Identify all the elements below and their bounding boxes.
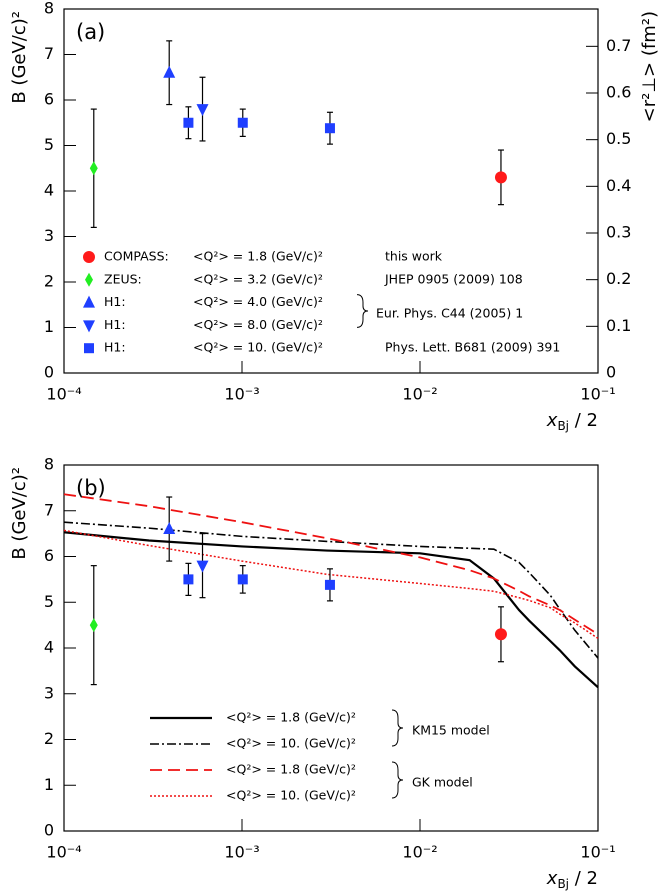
- y-tick-label: 8: [44, 0, 54, 18]
- y-tick-label: 2: [44, 729, 54, 748]
- legend-label: H1:: [104, 340, 126, 355]
- y2-tick-label: 0.6: [606, 83, 631, 102]
- y-tick-label: 1: [44, 775, 54, 794]
- x-axis-label-sub: Bj: [557, 419, 569, 433]
- x-axis-label-suffix: / 2: [569, 410, 598, 431]
- legend-label: COMPASS:: [104, 249, 169, 264]
- legend-label: <Q²> = 10. (GeV/c)²: [226, 736, 356, 751]
- marker: [324, 579, 335, 590]
- y-tick-label: 4: [44, 181, 54, 200]
- marker: [324, 123, 335, 134]
- model-curve: [63, 531, 599, 689]
- legend-marker: [83, 251, 95, 263]
- y-tick-label: 3: [44, 683, 54, 702]
- legend-marker: [83, 295, 95, 308]
- marker: [237, 574, 248, 585]
- marker: [494, 171, 507, 184]
- legend-q2: <Q²> = 4.0 (GeV/c)²: [193, 294, 323, 309]
- legend-note: Eur. Phys. C44 (2005) 1: [376, 306, 523, 321]
- panel-label: (b): [76, 476, 106, 500]
- legend-brace: [391, 761, 404, 799]
- legend-marker: [83, 320, 95, 333]
- legend-q2: <Q²> = 10. (GeV/c)²: [193, 340, 323, 355]
- marker: [183, 117, 194, 128]
- marker: [89, 618, 98, 633]
- legend-brace: [391, 709, 404, 747]
- y2-tick-label: 0.2: [606, 269, 631, 288]
- marker: [494, 628, 507, 641]
- legend-label: <Q²> = 1.8 (GeV/c)²: [226, 762, 356, 777]
- y2-tick-label: 0.5: [606, 129, 631, 148]
- model-curve: [63, 493, 599, 636]
- panel-label: (a): [76, 20, 105, 44]
- marker: [196, 104, 209, 117]
- y-tick-label: 7: [44, 44, 54, 63]
- y-tick-label: 2: [44, 272, 54, 291]
- y2-tick-label: 0.1: [606, 316, 631, 335]
- y-tick-label: 4: [44, 638, 54, 657]
- y-tick-label: 0: [44, 821, 54, 840]
- y2-axis-label: <r²⊥> (fm²): [639, 11, 660, 122]
- legend-q2: <Q²> = 3.2 (GeV/c)²: [193, 271, 323, 286]
- x-axis-label-main: x: [546, 410, 558, 431]
- x-tick-label: 10⁻¹: [580, 385, 615, 404]
- x-axis-label: xBj / 2: [546, 868, 598, 891]
- y-tick-label: 6: [44, 90, 54, 109]
- legend-marker: [85, 272, 93, 287]
- y-tick-label: 8: [44, 455, 54, 474]
- legend-label: H1:: [104, 317, 126, 332]
- x-tick-label: 10⁻³: [224, 385, 259, 404]
- x-tick-label: 10⁻²: [402, 385, 437, 404]
- x-tick-label: 10⁻⁴: [46, 385, 81, 404]
- y-tick-label: 5: [44, 592, 54, 611]
- legend-label: <Q²> = 1.8 (GeV/c)²: [226, 710, 356, 725]
- marker: [237, 117, 248, 128]
- legend-group-label: GK model: [412, 775, 473, 790]
- legend-note: Phys. Lett. B681 (2009) 391: [385, 340, 560, 355]
- legend-group-label: KM15 model: [412, 723, 490, 738]
- legend-brace: [356, 294, 369, 328]
- x-axis-label-main: x: [546, 868, 558, 889]
- marker: [89, 161, 98, 176]
- model-curve: [63, 521, 599, 659]
- x-tick-label: 10⁻⁴: [46, 843, 81, 862]
- legend-note: this work: [385, 249, 443, 264]
- legend-q2: <Q²> = 1.8 (GeV/c)²: [193, 249, 323, 264]
- marker: [196, 560, 209, 573]
- y-tick-label: 6: [44, 546, 54, 565]
- marker: [183, 574, 194, 585]
- legend-note: JHEP 0905 (2009) 108: [384, 271, 523, 286]
- y-tick-label: 1: [44, 317, 54, 336]
- x-tick-label: 10⁻³: [224, 843, 259, 862]
- y2-tick-label: 0.7: [606, 36, 631, 55]
- x-axis-label-suffix: / 2: [569, 868, 598, 889]
- x-tick-label: 10⁻¹: [580, 843, 615, 862]
- y-axis-label: B (GeV/c)²: [9, 11, 30, 104]
- y-tick-label: 5: [44, 135, 54, 154]
- y2-tick-label: 0.3: [606, 223, 631, 242]
- y-axis-label: B (GeV/c)²: [9, 467, 30, 560]
- legend-label: <Q²> = 10. (GeV/c)²: [226, 788, 356, 803]
- model-curve: [63, 529, 599, 640]
- x-tick-label: 10⁻²: [402, 843, 437, 862]
- legend-label: ZEUS:: [104, 271, 142, 286]
- y2-tick-label: 0.4: [606, 176, 631, 195]
- legend-marker: [84, 343, 94, 354]
- marker: [163, 65, 176, 78]
- x-axis-label-sub: Bj: [557, 877, 569, 891]
- marker: [163, 522, 176, 535]
- y-tick-label: 3: [44, 226, 54, 245]
- y-tick-label: 0: [44, 363, 54, 382]
- legend-q2: <Q²> = 8.0 (GeV/c)²: [193, 317, 323, 332]
- x-axis-label: xBj / 2: [546, 410, 598, 433]
- y-tick-label: 7: [44, 500, 54, 519]
- legend-label: H1:: [104, 294, 126, 309]
- y2-tick-label: 0: [606, 363, 616, 382]
